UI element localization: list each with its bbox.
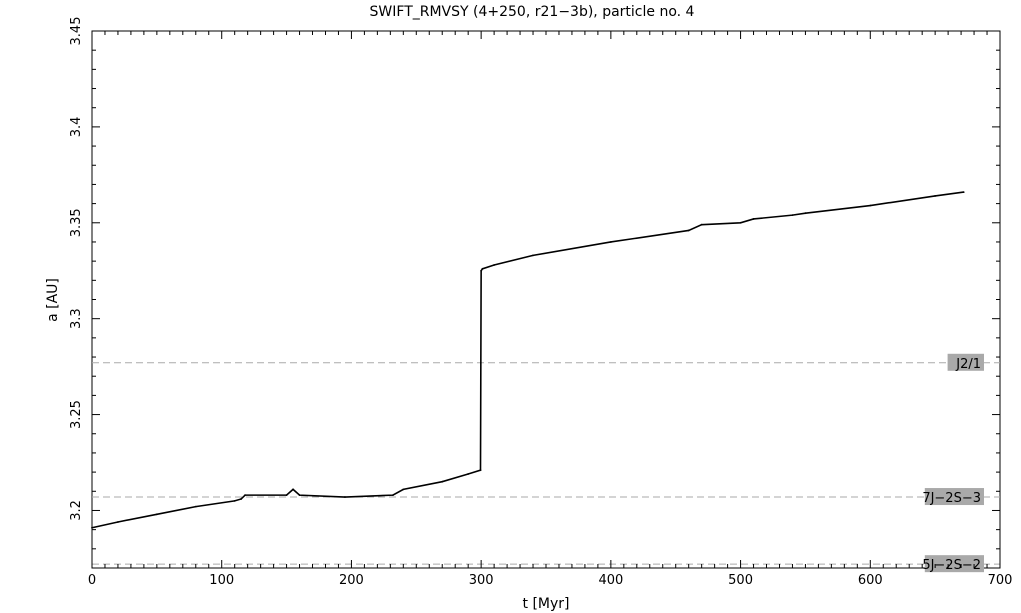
x-tick-label: 0 — [88, 573, 96, 588]
series-point — [392, 494, 394, 497]
series-point — [752, 218, 755, 220]
x-tick-label: 400 — [598, 573, 623, 588]
series-point — [479, 469, 482, 472]
y-tick-label: 3.2 — [69, 500, 84, 521]
series-point — [298, 494, 301, 497]
x-axis-label: t [Myr] — [523, 596, 570, 612]
x-tick-label: 600 — [858, 573, 883, 588]
series-point — [441, 480, 444, 483]
series-point — [155, 513, 158, 516]
series-point — [91, 526, 93, 529]
x-tick-label: 500 — [728, 573, 753, 588]
series-point — [194, 505, 197, 508]
series-point — [244, 494, 246, 497]
x-tick-label: 200 — [339, 573, 364, 588]
x-tick-label: 300 — [469, 573, 494, 588]
series-point — [233, 499, 236, 502]
series-point — [493, 264, 496, 266]
resonance-label: 7J−2S−3 — [922, 491, 981, 506]
series-point — [240, 498, 243, 500]
y-axis-label: a [AU] — [45, 278, 61, 322]
series-point — [934, 195, 937, 197]
y-tick-label: 3.3 — [69, 308, 84, 329]
resonance-label-bg — [924, 555, 984, 573]
y-axis: 3.2 3.25 3.3 3.35 3.4 3.45 — [69, 17, 1000, 569]
series-point — [791, 214, 794, 217]
series-point — [739, 221, 742, 224]
series-point — [402, 488, 405, 491]
resonance-label: J2/1 — [955, 357, 981, 372]
series-point — [962, 191, 965, 194]
y-tick-label: 3.45 — [69, 17, 84, 46]
series-point — [344, 496, 346, 498]
x-axis: 0 100 200 300 400 500 600 700 — [88, 31, 1013, 588]
resonance-label: 5J−2S−2 — [922, 558, 981, 573]
series-point — [480, 269, 483, 272]
y-tick-label: 3.4 — [69, 117, 84, 138]
resonance-label-bg — [947, 353, 984, 371]
series-point — [292, 488, 294, 491]
series-point — [481, 267, 484, 270]
x-tick-label: 700 — [988, 573, 1013, 588]
series-point — [687, 229, 690, 232]
y-tick-label: 3.25 — [69, 400, 84, 429]
series-point — [869, 204, 872, 207]
x-tick-label: 100 — [209, 573, 234, 588]
series-layer — [91, 191, 965, 529]
resonance-label-bg — [924, 488, 984, 506]
series-point — [467, 473, 470, 475]
resonance-lines: J2/1 7J−2S−3 5J−2S−2 — [92, 353, 1000, 573]
series-point — [609, 241, 612, 243]
series-line — [91, 191, 964, 529]
series-point — [117, 521, 119, 523]
series-point — [804, 212, 807, 215]
chart-title: SWIFT_RMVSY (4+250, r21−3b), particle no… — [370, 4, 695, 20]
series-point — [532, 254, 534, 257]
series-point — [700, 223, 703, 226]
plot-frame — [91, 30, 1001, 569]
plot-area — [91, 30, 1001, 569]
series-point — [285, 494, 288, 497]
y-tick-label: 3.35 — [69, 208, 84, 237]
